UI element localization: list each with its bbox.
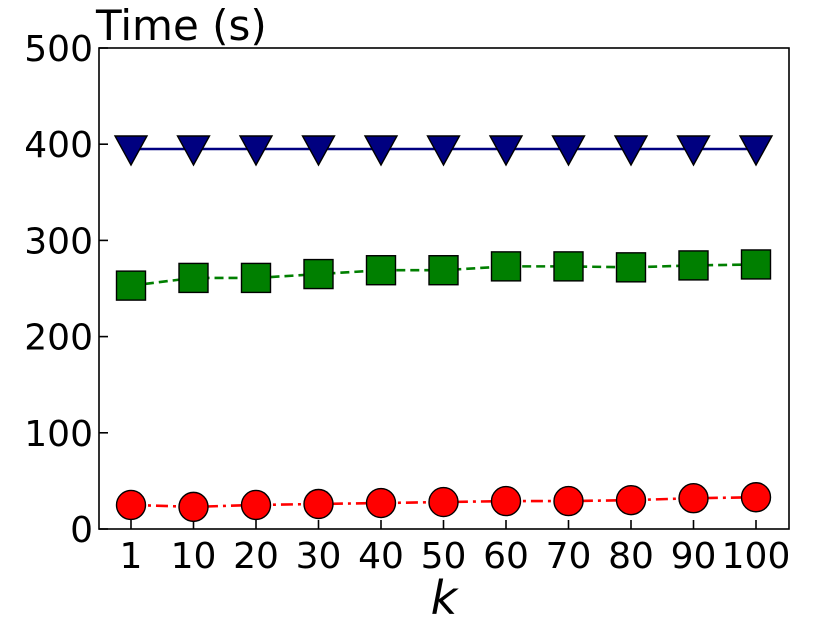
data-point bbox=[176, 135, 211, 167]
data-point bbox=[738, 135, 774, 167]
data-point bbox=[553, 485, 584, 517]
data-point bbox=[426, 135, 461, 167]
y-axis: 0 100 200 300 400 500 bbox=[24, 29, 108, 551]
data-point bbox=[676, 135, 711, 167]
data-point bbox=[303, 258, 334, 290]
chart-title: Time (s) bbox=[95, 1, 267, 50]
data-point bbox=[240, 489, 272, 521]
x-tick-label: 50 bbox=[421, 536, 467, 577]
data-point bbox=[365, 255, 397, 286]
x-tick-label: 70 bbox=[546, 536, 592, 577]
data-point bbox=[678, 250, 709, 281]
data-point bbox=[488, 135, 524, 167]
data-point bbox=[678, 483, 709, 514]
data-point bbox=[428, 486, 459, 518]
x-tick-label: 60 bbox=[483, 536, 529, 577]
data-point bbox=[178, 262, 209, 294]
y-tick-label: 200 bbox=[24, 318, 93, 359]
x-tick-label: 100 bbox=[722, 536, 791, 577]
y-tick-label: 0 bbox=[70, 510, 93, 551]
data-point bbox=[615, 484, 647, 516]
data-point bbox=[301, 135, 336, 167]
data-point bbox=[553, 251, 584, 282]
x-tick-label: 10 bbox=[171, 536, 217, 577]
y-tick-label: 500 bbox=[24, 29, 93, 70]
data-point bbox=[363, 135, 399, 167]
series-circle bbox=[115, 482, 772, 523]
data-point bbox=[490, 251, 522, 282]
x-tick-label: 80 bbox=[608, 536, 654, 577]
data-point bbox=[238, 135, 274, 167]
series-square bbox=[115, 249, 772, 301]
y-tick-label: 400 bbox=[24, 125, 93, 166]
data-point bbox=[303, 488, 334, 520]
data-point bbox=[115, 270, 147, 301]
series-line bbox=[130, 495, 757, 509]
data-point bbox=[740, 482, 772, 513]
data-point bbox=[365, 487, 397, 519]
x-axis-label: k bbox=[431, 571, 460, 623]
data-point bbox=[240, 262, 272, 294]
data-point bbox=[615, 252, 647, 283]
data-point bbox=[178, 491, 209, 523]
x-axis: 1 10 20 30 40 50 60 70 80 90 100 bbox=[120, 520, 791, 577]
series-triangle-down bbox=[113, 135, 774, 167]
x-tick-label: 30 bbox=[296, 536, 342, 577]
x-tick-label: 40 bbox=[358, 536, 404, 577]
series-layer bbox=[113, 135, 774, 523]
data-point bbox=[551, 135, 586, 167]
data-point bbox=[113, 135, 149, 167]
data-point bbox=[115, 489, 147, 521]
data-point bbox=[740, 249, 772, 280]
x-tick-label: 20 bbox=[233, 536, 279, 577]
x-tick-label: 90 bbox=[671, 536, 717, 577]
y-tick-label: 300 bbox=[24, 221, 93, 262]
data-point bbox=[613, 135, 649, 167]
data-point bbox=[490, 485, 522, 517]
x-tick-label: 1 bbox=[120, 536, 143, 577]
y-tick-label: 100 bbox=[24, 414, 93, 455]
data-point bbox=[428, 255, 459, 286]
